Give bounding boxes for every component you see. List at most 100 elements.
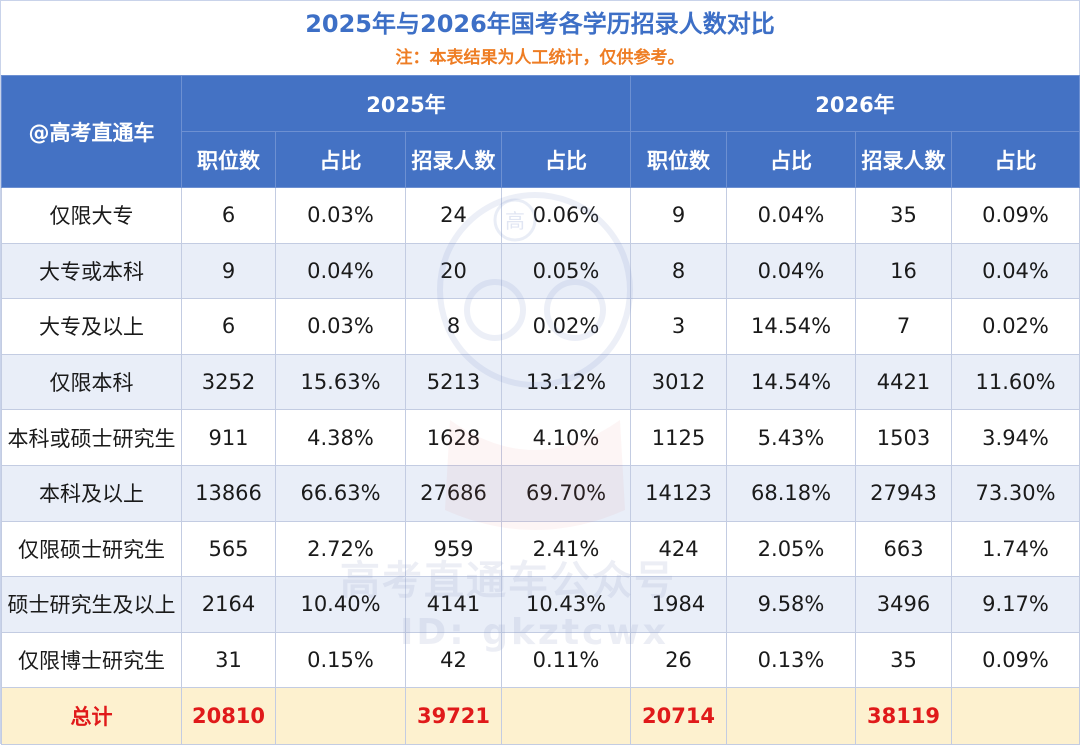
table-cell: 31 [181,631,276,689]
table-cell: 68.18% [726,464,857,522]
table-row: 大专及以上 6 0.03% 8 0.02% 3 14.54% 7 0.02% [1,298,1080,355]
table-cell: 911 [181,409,276,466]
table-cell: 1125 [630,409,728,466]
row-label: 本科或硕士研究生 [1,409,182,466]
row-label: 大专及以上 [1,298,182,355]
table-cell: 35 [855,187,953,244]
table-cell: 13866 [181,464,276,522]
table-cell: 663 [855,520,953,578]
row-label: 本科及以上 [1,464,182,522]
table-cell: 4421 [855,353,953,411]
table-cell: 8 [630,242,728,300]
total-cell [726,687,857,745]
comparison-table: @高考直通车 2025年 2026年 职位数 占比 招录人数 占比 职位数 占比… [1,75,1080,745]
table-cell: 0.15% [275,631,406,689]
total-cell [951,687,1080,745]
table-cell: 0.04% [726,242,857,300]
table-cell: 15.63% [275,353,406,411]
year-header-2026: 2026年 [630,75,1080,132]
page-title: 2025年与2026年国考各学历招录人数对比 [305,10,775,38]
table-cell: 959 [405,520,502,578]
table-cell: 1984 [630,576,728,633]
table-cell: 3.94% [951,409,1080,466]
table-cell: 0.02% [500,298,632,355]
table-cell: 5.43% [726,409,857,466]
total-label: 总计 [1,687,182,745]
table-cell: 2164 [181,576,276,633]
col-header-share: 占比 [275,131,406,188]
table-note: 注：本表结果为人工统计，仅供参考。 [395,48,685,68]
col-header-share: 占比 [500,131,632,188]
table-cell: 4.38% [275,409,406,466]
table-cell: 66.63% [275,464,406,522]
year-header-2025: 2025年 [180,75,632,132]
col-header-recruits: 招录人数 [405,131,502,188]
table-cell: 0.02% [951,298,1080,355]
total-row: 总计 20810 39721 20714 38119 [1,687,1080,745]
table-cell: 10.40% [275,576,406,633]
table-cell: 9 [630,187,728,244]
table-cell: 3 [630,298,728,355]
table-cell: 0.03% [275,298,406,355]
table-cell: 0.06% [500,187,632,244]
table-cell: 2.05% [726,520,857,578]
table-cell: 0.03% [275,187,406,244]
table-cell: 0.09% [951,631,1080,689]
table-cell: 0.04% [275,242,406,300]
table-cell: 9 [181,242,276,300]
table-cell: 13.12% [500,353,632,411]
table-row: 本科或硕士研究生 911 4.38% 1628 4.10% 1125 5.43% 1503 3.… [1,409,1080,466]
total-cell: 38119 [855,687,953,745]
table-row: 仅限大专 6 0.03% 24 0.06% 9 0.04% 35 0.09% [1,187,1080,244]
table-cell: 14.54% [726,353,857,411]
total-cell: 39721 [405,687,502,745]
table-cell: 2.41% [500,520,632,578]
table-cell: 6 [181,187,276,244]
col-header-positions: 职位数 [181,131,276,188]
table-cell: 0.09% [951,187,1080,244]
table-row: 仅限硕士研究生 565 2.72% 959 2.41% 424 2.05% 663 1.74% [1,520,1080,578]
table-cell: 35 [855,631,953,689]
table-cell: 5213 [405,353,502,411]
table-cell: 0.04% [726,187,857,244]
table-row: 硕士研究生及以上 2164 10.40% 4141 10.43% 1984 9.58% 349… [1,576,1080,633]
table-row: 大专或本科 9 0.04% 20 0.05% 8 0.04% 16 0.04% [1,242,1080,300]
table-cell: 27943 [855,464,953,522]
row-label: 仅限博士研究生 [1,631,182,689]
table-row: 仅限博士研究生 31 0.15% 42 0.11% 26 0.13% 35 0.09% [1,631,1080,689]
row-label: 大专或本科 [1,242,182,300]
table-cell: 2.72% [275,520,406,578]
table-cell: 565 [181,520,276,578]
table-cell: 9.17% [951,576,1080,633]
table-cell: 14123 [630,464,728,522]
table-cell: 11.60% [951,353,1080,411]
row-label: 仅限本科 [1,353,182,411]
table-cell: 1.74% [951,520,1080,578]
table-cell: 6 [181,298,276,355]
total-cell: 20810 [181,687,276,745]
col-header-positions: 职位数 [630,131,728,188]
table-cell: 4141 [405,576,502,633]
col-header-share: 占比 [726,131,857,188]
table-cell: 10.43% [500,576,632,633]
table-cell: 24 [405,187,502,244]
total-cell [275,687,406,745]
col-header-share: 占比 [951,131,1080,188]
table-cell: 424 [630,520,728,578]
table-cell: 16 [855,242,953,300]
table-cell: 0.11% [500,631,632,689]
table-cell: 1503 [855,409,953,466]
table-cell: 4.10% [500,409,632,466]
table-cell: 27686 [405,464,502,522]
table-cell: 0.13% [726,631,857,689]
table-cell: 0.05% [500,242,632,300]
table-cell: 14.54% [726,298,857,355]
table-cell: 3496 [855,576,953,633]
table-cell: 0.04% [951,242,1080,300]
table-cell: 3012 [630,353,728,411]
col-header-recruits: 招录人数 [855,131,953,188]
total-cell: 20714 [630,687,728,745]
table-cell: 1628 [405,409,502,466]
table-row: 本科及以上 13866 66.63% 27686 69.70% 14123 68.18% 27… [1,464,1080,522]
table-cell: 8 [405,298,502,355]
